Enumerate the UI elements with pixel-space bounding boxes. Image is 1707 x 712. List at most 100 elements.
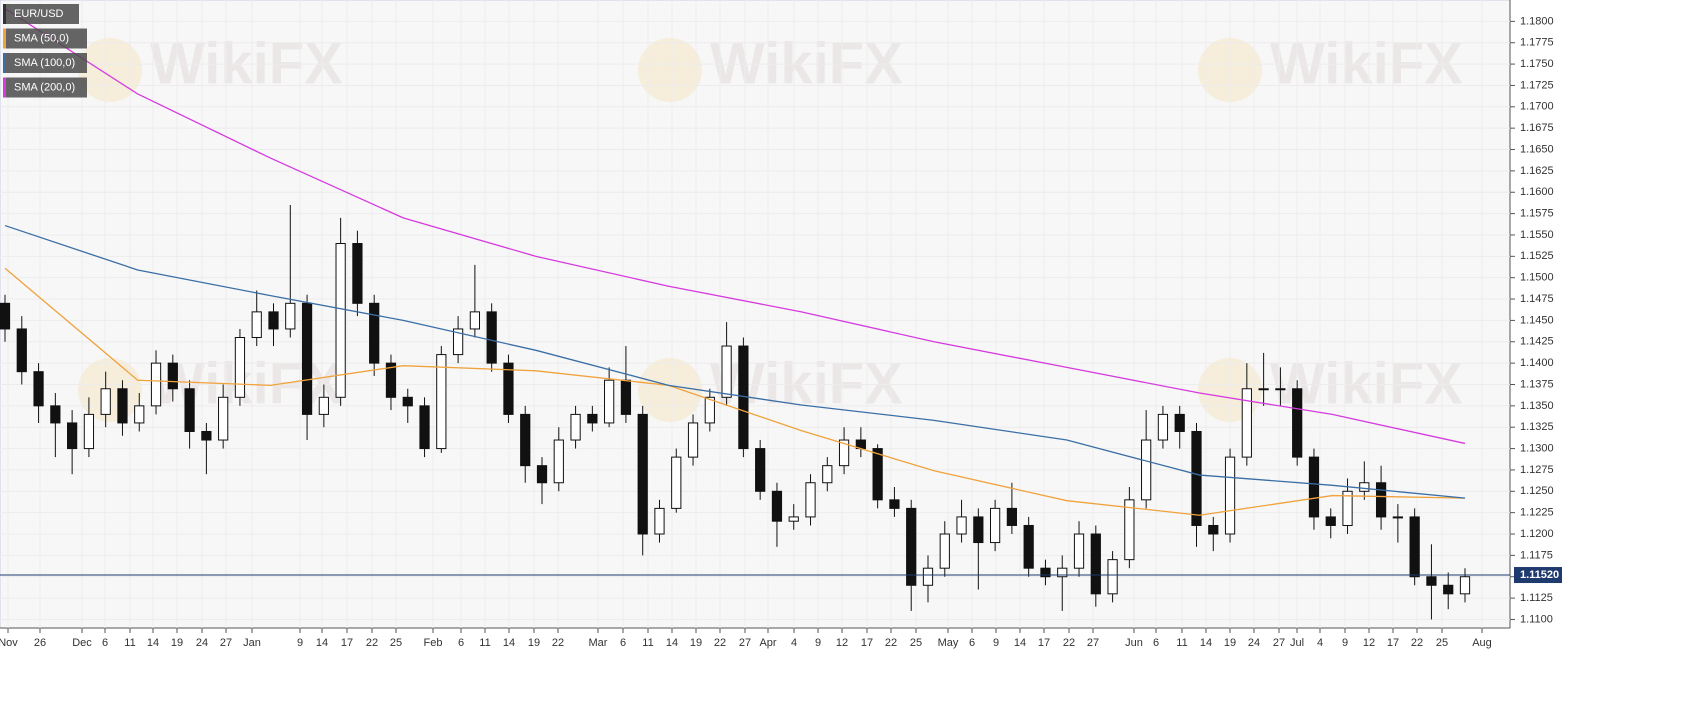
x-tick-label: 14	[666, 637, 678, 649]
x-tick-label: Jun	[1125, 637, 1143, 649]
y-tick-label: 1.1450	[1520, 314, 1554, 326]
candle-body	[1342, 490, 1353, 526]
marks: 1.11520	[0, 7, 1562, 620]
candle-body	[285, 302, 296, 330]
legend-label: SMA (100,0)	[14, 57, 75, 69]
candle-body	[1141, 439, 1152, 501]
last-price-label: 1.11520	[1520, 569, 1559, 581]
x-tick-label: Mar	[589, 637, 608, 649]
y-tick-label: 1.1725	[1520, 79, 1554, 91]
candle-body	[503, 362, 514, 415]
candle-body	[335, 243, 346, 398]
x-tick-label: 6	[102, 637, 108, 649]
x-tick-label: 6	[969, 637, 975, 649]
candle-body	[486, 311, 497, 364]
y-tick-label: 1.1600	[1520, 186, 1554, 198]
candle-body	[167, 362, 178, 390]
candle-body	[100, 388, 111, 415]
legend-swatch	[3, 53, 6, 73]
sma-line	[4, 267, 1466, 516]
candle-body	[1292, 388, 1303, 458]
legend-swatch	[3, 4, 6, 24]
candle-body	[1308, 456, 1320, 518]
candle-body	[352, 243, 363, 304]
candle-body	[536, 465, 548, 484]
candle-body	[1006, 507, 1018, 526]
x-tick-label: 4	[1317, 637, 1323, 649]
x-tick-label: 22	[366, 637, 378, 649]
y-tick-label: 1.1225	[1520, 507, 1554, 519]
legend-label: EUR/USD	[14, 8, 64, 20]
x-tick-label: 22	[552, 637, 564, 649]
candle-body	[1241, 388, 1252, 458]
candle-body	[721, 345, 732, 398]
y-tick-label: 1.1100	[1520, 613, 1553, 625]
candle-body	[1258, 388, 1269, 391]
x-tick-label: 12	[836, 637, 848, 649]
candle-body	[50, 405, 61, 424]
legend-box	[3, 4, 79, 24]
candle-body	[654, 507, 665, 535]
x-tick-label: May	[938, 637, 959, 649]
legend-box	[3, 28, 87, 49]
x-tick-label: 9	[993, 637, 999, 649]
candle-body	[805, 482, 816, 518]
y-tick-label: 1.1700	[1520, 101, 1554, 113]
x-tick-label: 6	[458, 637, 464, 649]
candle-body	[117, 388, 128, 424]
watermark-logo	[78, 38, 142, 102]
y-tick-label: 1.1125	[1520, 592, 1553, 604]
candle-body	[251, 311, 262, 338]
candle-body	[637, 413, 648, 535]
candle-body	[1459, 576, 1471, 595]
candle-body	[1359, 482, 1370, 492]
x-tick-label: 19	[1224, 637, 1236, 649]
candle-body	[520, 413, 531, 467]
x-tick-label: 9	[1342, 637, 1348, 649]
x-tick-label: 14	[503, 637, 515, 649]
x-tick-label: Apr	[759, 637, 776, 649]
x-tick-label: 14	[1014, 637, 1026, 649]
candle-body	[1157, 413, 1169, 441]
candle-body	[33, 371, 44, 407]
y-tick-label: 1.1575	[1520, 208, 1554, 220]
candle-body	[939, 533, 950, 569]
candle-body	[1392, 516, 1403, 519]
x-tick-label: Jan	[243, 637, 261, 649]
candle-body	[268, 311, 279, 330]
candle-body	[469, 311, 480, 330]
x-tick-label: 11	[642, 637, 653, 649]
legend-box	[3, 77, 87, 98]
x-tick-label: 6	[620, 637, 626, 649]
candle-body	[587, 413, 598, 424]
x-tick-label: 27	[1273, 637, 1285, 649]
legend-swatch	[3, 77, 6, 98]
x-tick-label: Feb	[424, 637, 443, 649]
y-tick-label: 1.1550	[1520, 229, 1554, 241]
candle-body	[922, 567, 934, 586]
watermark-logo	[638, 38, 702, 102]
x-tick-label: 9	[297, 637, 303, 649]
candle-body	[1073, 533, 1085, 569]
y-tick-label: 1.1650	[1520, 143, 1554, 155]
candle-body	[1208, 524, 1219, 535]
x-tick-label: Aug	[1472, 637, 1492, 649]
x-tick-label: 14	[1200, 637, 1212, 649]
candle-body	[973, 516, 984, 544]
candle-body	[184, 388, 195, 432]
candle-body	[318, 396, 329, 415]
y-tick-label: 1.1275	[1520, 464, 1554, 476]
x-tick-label: 22	[1411, 637, 1423, 649]
sma-line	[4, 224, 1466, 499]
x-tick-label: 17	[1387, 637, 1399, 649]
candle-body	[234, 336, 246, 398]
legend-box	[3, 53, 87, 73]
x-tick-label: 25	[390, 637, 402, 649]
x-tick-label: 24	[196, 637, 208, 649]
x-tick-label: 22	[1063, 637, 1075, 649]
y-tick-label: 1.1800	[1520, 15, 1554, 27]
y-tick-label: 1.1625	[1520, 165, 1554, 177]
y-tick-label: 1.1250	[1520, 485, 1554, 497]
x-tick-label: 17	[861, 637, 873, 649]
candle-body	[1107, 559, 1118, 595]
